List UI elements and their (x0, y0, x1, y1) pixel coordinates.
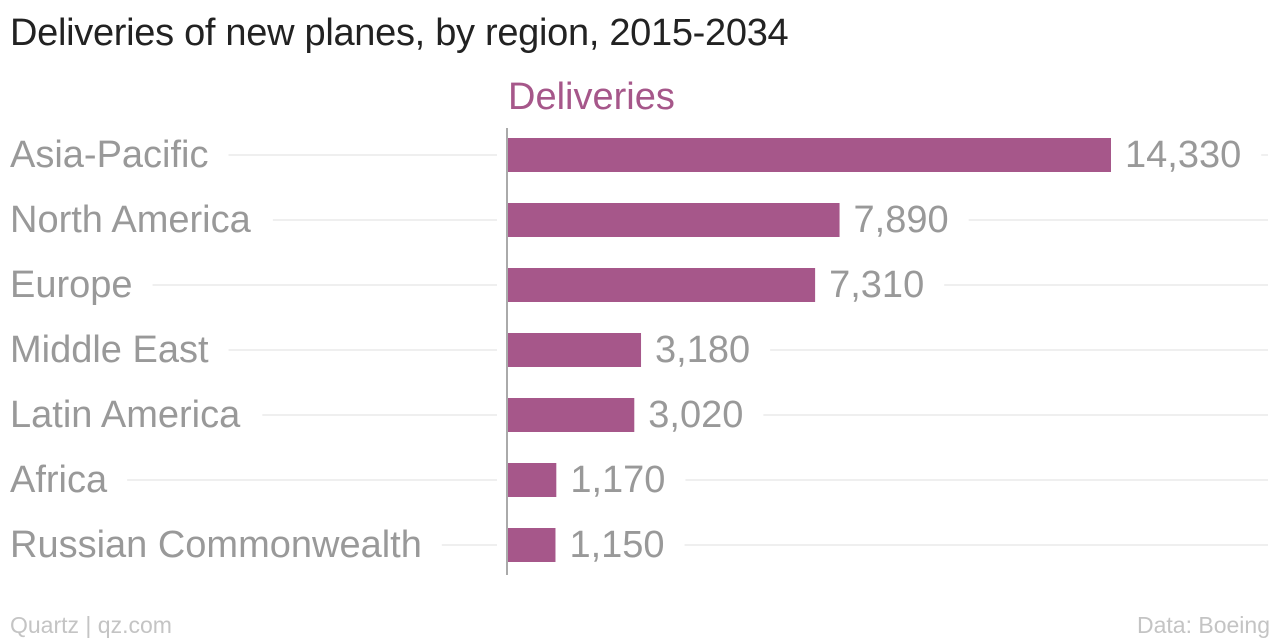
category-label: Middle East (10, 329, 209, 371)
value-label: 3,020 (648, 394, 743, 436)
bar (507, 138, 1111, 172)
chart-title: Deliveries of new planes, by region, 201… (10, 12, 789, 54)
category-label: Latin America (10, 394, 241, 436)
bar (507, 333, 642, 367)
bar (507, 203, 840, 237)
bar (507, 398, 635, 432)
bar (507, 528, 556, 562)
value-label: 3,180 (655, 329, 750, 371)
value-label: 14,330 (1125, 134, 1241, 176)
category-label: North America (10, 199, 252, 241)
value-label: 7,310 (829, 264, 924, 306)
credit-text: Quartz | qz.com (10, 612, 172, 638)
value-label: 7,890 (854, 199, 949, 241)
category-label: Europe (10, 264, 133, 306)
bar (507, 268, 816, 302)
series-label: Deliveries (508, 76, 675, 118)
category-label: Africa (10, 459, 108, 501)
source-text: Data: Boeing (1137, 612, 1270, 638)
value-label: 1,150 (569, 524, 664, 566)
category-label: Russian Commonwealth (10, 524, 422, 566)
value-label: 1,170 (570, 459, 665, 501)
category-label: Asia-Pacific (10, 134, 209, 176)
bar (507, 463, 557, 497)
